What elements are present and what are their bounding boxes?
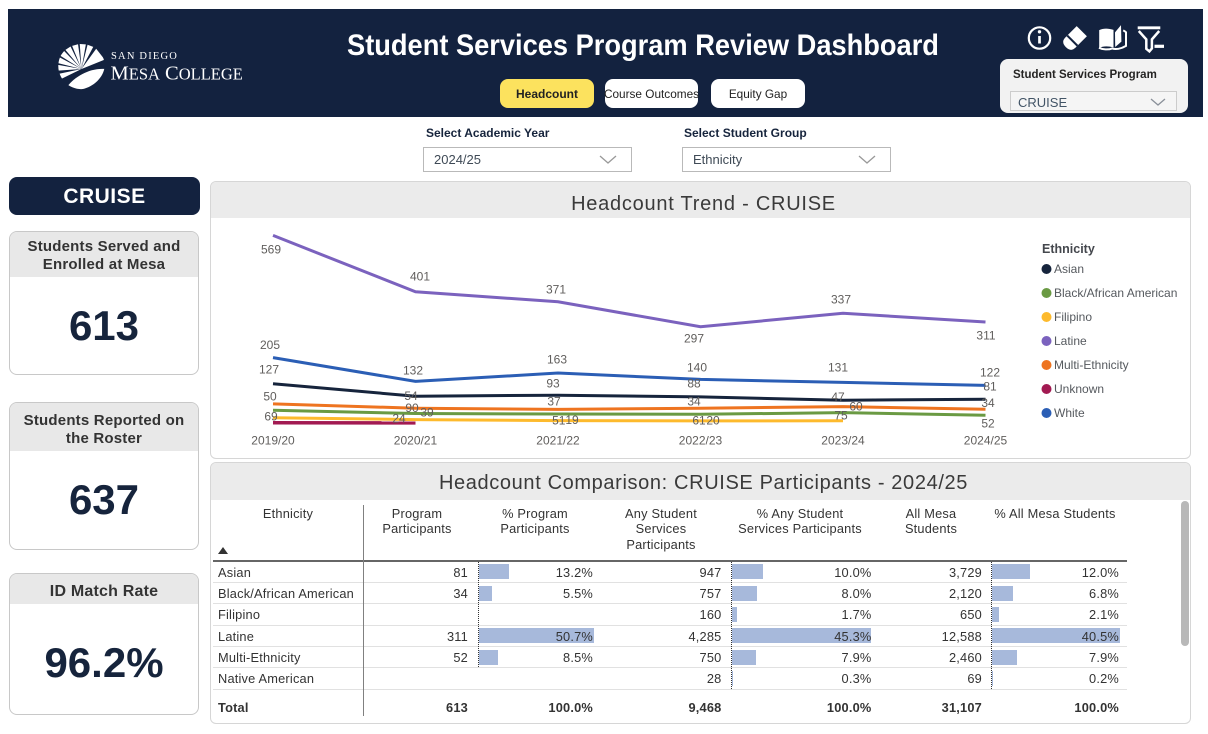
svg-text:34: 34 bbox=[981, 396, 995, 410]
svg-text:2023/24: 2023/24 bbox=[821, 434, 865, 448]
svg-text:90: 90 bbox=[405, 401, 419, 415]
svg-text:122: 122 bbox=[980, 366, 1000, 380]
svg-text:69: 69 bbox=[264, 410, 278, 424]
svg-text:20: 20 bbox=[706, 414, 720, 428]
svg-text:371: 371 bbox=[546, 283, 566, 297]
svg-text:569: 569 bbox=[261, 243, 281, 257]
svg-text:Ethnicity: Ethnicity bbox=[1042, 242, 1095, 256]
svg-text:24: 24 bbox=[392, 412, 406, 426]
svg-text:Multi-Ethnicity: Multi-Ethnicity bbox=[1054, 358, 1129, 372]
svg-text:75: 75 bbox=[834, 409, 848, 423]
svg-text:163: 163 bbox=[547, 353, 567, 367]
svg-text:19: 19 bbox=[565, 413, 579, 427]
svg-text:131: 131 bbox=[828, 361, 848, 375]
svg-text:297: 297 bbox=[684, 332, 704, 346]
svg-text:2019/20: 2019/20 bbox=[251, 434, 295, 448]
svg-text:81: 81 bbox=[983, 380, 997, 394]
svg-text:127: 127 bbox=[259, 363, 279, 377]
svg-text:Filipino: Filipino bbox=[1054, 310, 1092, 324]
svg-text:50: 50 bbox=[263, 390, 277, 404]
svg-text:2021/22: 2021/22 bbox=[536, 434, 580, 448]
svg-text:140: 140 bbox=[687, 361, 707, 375]
svg-text:Asian: Asian bbox=[1054, 262, 1084, 276]
svg-text:52: 52 bbox=[981, 417, 995, 431]
svg-text:34: 34 bbox=[687, 395, 701, 409]
svg-text:MESA COLLEGE: MESA COLLEGE bbox=[111, 63, 243, 85]
svg-text:Black/African American: Black/African American bbox=[1054, 286, 1177, 300]
svg-text:Unknown: Unknown bbox=[1054, 382, 1104, 396]
svg-text:401: 401 bbox=[410, 270, 430, 284]
svg-text:2022/23: 2022/23 bbox=[679, 434, 723, 448]
svg-text:54: 54 bbox=[404, 389, 418, 403]
svg-text:SAN DIEGO: SAN DIEGO bbox=[111, 51, 178, 62]
svg-text:132: 132 bbox=[403, 364, 423, 378]
svg-text:Latine: Latine bbox=[1054, 334, 1087, 348]
svg-text:2020/21: 2020/21 bbox=[394, 434, 438, 448]
svg-text:2024/25: 2024/25 bbox=[964, 434, 1008, 448]
svg-text:51: 51 bbox=[552, 414, 566, 428]
svg-text:White: White bbox=[1054, 406, 1085, 420]
svg-text:88: 88 bbox=[687, 377, 701, 391]
svg-text:61: 61 bbox=[692, 414, 706, 428]
svg-text:60: 60 bbox=[849, 400, 863, 414]
svg-text:311: 311 bbox=[976, 329, 995, 343]
svg-text:47: 47 bbox=[831, 390, 845, 404]
svg-text:337: 337 bbox=[831, 293, 851, 307]
svg-text:205: 205 bbox=[260, 338, 280, 352]
svg-text:39: 39 bbox=[420, 406, 434, 420]
svg-text:37: 37 bbox=[547, 395, 561, 409]
svg-text:93: 93 bbox=[546, 377, 560, 391]
